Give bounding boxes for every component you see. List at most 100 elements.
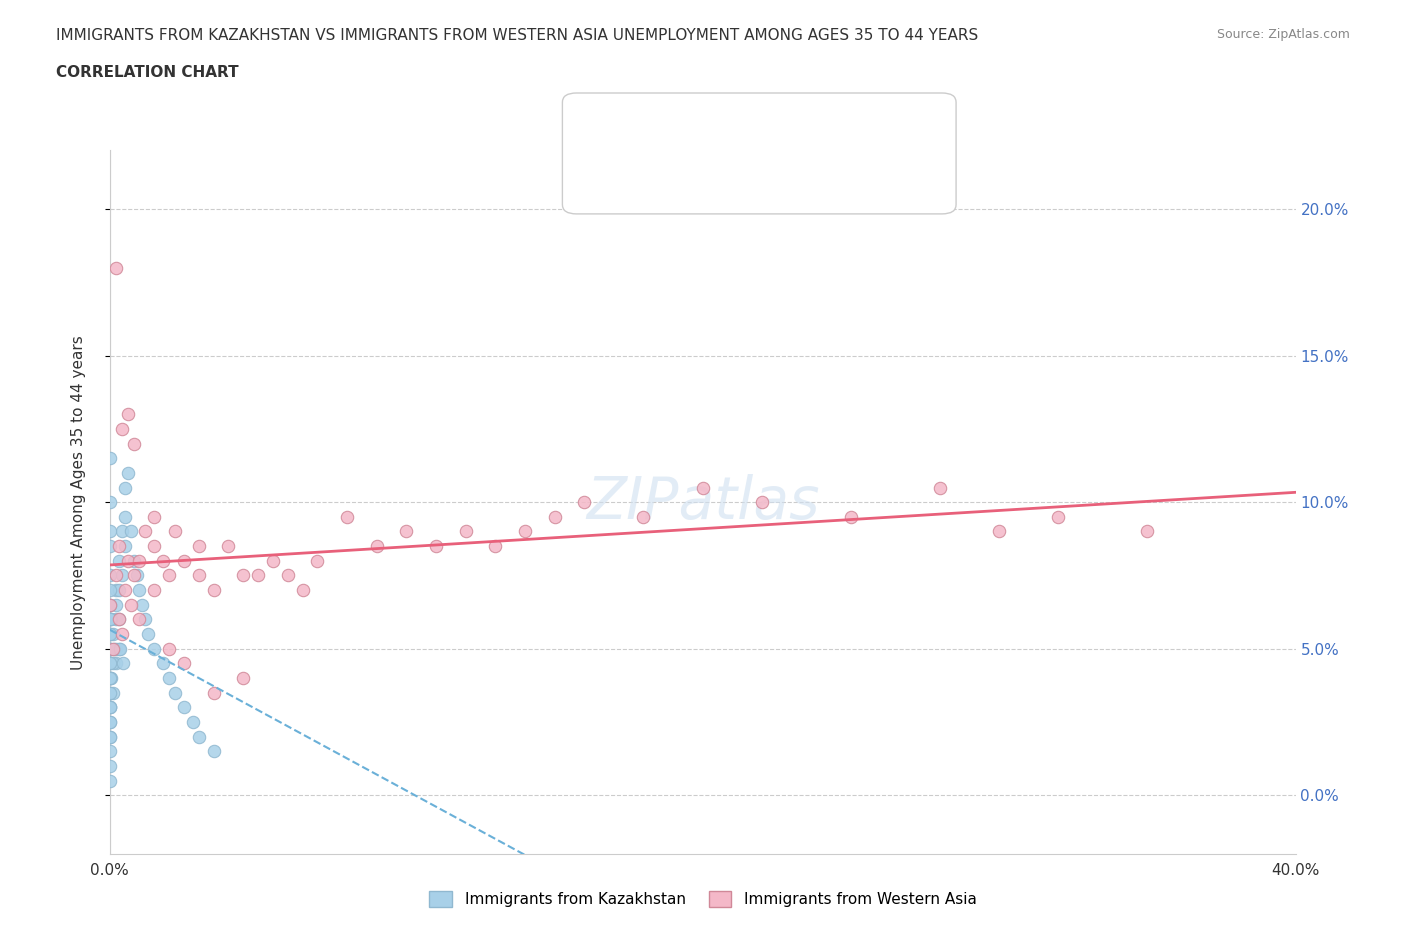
Point	[107, 583, 129, 598]
Point	[98, 597, 121, 612]
Point	[134, 524, 156, 538]
Point	[484, 538, 506, 553]
Point	[117, 406, 139, 421]
Point	[128, 612, 150, 627]
Point	[111, 421, 134, 436]
Point	[122, 568, 145, 583]
Point	[98, 671, 121, 685]
Point	[98, 714, 121, 729]
Point	[157, 642, 180, 657]
Point	[181, 714, 204, 729]
Point	[134, 612, 156, 627]
Point	[143, 510, 166, 525]
Point	[104, 656, 127, 671]
Point	[454, 524, 477, 538]
Point	[103, 642, 125, 657]
Point	[247, 568, 270, 583]
Point	[165, 685, 187, 700]
Point	[143, 583, 166, 598]
Point	[98, 656, 121, 671]
Point	[513, 524, 536, 538]
Text: IMMIGRANTS FROM KAZAKHSTAN VS IMMIGRANTS FROM WESTERN ASIA UNEMPLOYMENT AMONG AG: IMMIGRANTS FROM KAZAKHSTAN VS IMMIGRANTS…	[56, 28, 979, 43]
Point	[114, 510, 136, 525]
Point	[202, 685, 225, 700]
Point	[143, 642, 166, 657]
Point	[98, 700, 121, 715]
Point	[98, 642, 121, 657]
Point	[692, 480, 714, 495]
Point	[112, 656, 135, 671]
Point	[98, 451, 121, 466]
Point	[98, 700, 121, 715]
Point	[107, 538, 129, 553]
Point	[543, 510, 565, 525]
Point	[1047, 510, 1070, 525]
Point	[395, 524, 418, 538]
Point	[98, 744, 121, 759]
Point	[988, 524, 1011, 538]
Point	[425, 538, 447, 553]
Point	[104, 568, 127, 583]
Point	[110, 642, 132, 657]
Point	[114, 480, 136, 495]
Point	[98, 729, 121, 744]
Point	[128, 583, 150, 598]
Point	[120, 597, 142, 612]
Text: 0.0%: 0.0%	[90, 863, 129, 878]
Point	[100, 700, 122, 715]
Point	[117, 553, 139, 568]
Point	[165, 524, 187, 538]
Point	[187, 568, 209, 583]
Point	[98, 495, 121, 510]
Point	[111, 568, 134, 583]
Point	[107, 642, 129, 657]
Point	[114, 583, 136, 598]
Point	[122, 436, 145, 451]
Point	[98, 524, 121, 538]
Point	[104, 583, 127, 598]
Point	[101, 642, 124, 657]
Point	[173, 553, 195, 568]
Y-axis label: Unemployment Among Ages 35 to 44 years: Unemployment Among Ages 35 to 44 years	[72, 335, 86, 670]
Point	[262, 553, 284, 568]
Point	[114, 538, 136, 553]
Point	[291, 583, 314, 598]
Point	[107, 553, 129, 568]
Point	[98, 685, 121, 700]
Point	[98, 671, 121, 685]
Point	[100, 612, 122, 627]
Point	[152, 656, 174, 671]
Point	[98, 656, 121, 671]
Point	[111, 524, 134, 538]
Point	[125, 568, 148, 583]
Point	[104, 612, 127, 627]
Point	[307, 553, 329, 568]
Point	[98, 714, 121, 729]
Point	[98, 538, 121, 553]
Point	[101, 627, 124, 642]
Point	[157, 671, 180, 685]
Point	[928, 480, 950, 495]
Point	[100, 642, 122, 657]
Text: Source: ZipAtlas.com: Source: ZipAtlas.com	[1216, 28, 1350, 41]
Point	[217, 538, 239, 553]
Point	[107, 612, 129, 627]
Point	[98, 729, 121, 744]
Legend: Immigrants from Kazakhstan, Immigrants from Western Asia: Immigrants from Kazakhstan, Immigrants f…	[423, 884, 983, 913]
Point	[104, 642, 127, 657]
Point	[98, 685, 121, 700]
Point	[839, 510, 862, 525]
Point	[232, 568, 254, 583]
Point	[98, 759, 121, 774]
Point	[366, 538, 388, 553]
Point	[100, 671, 122, 685]
Point	[98, 568, 121, 583]
Point	[111, 627, 134, 642]
Point	[751, 495, 773, 510]
Point	[98, 642, 121, 657]
Point	[98, 612, 121, 627]
Point	[100, 671, 122, 685]
Point	[202, 583, 225, 598]
Point	[173, 656, 195, 671]
Point	[232, 671, 254, 685]
